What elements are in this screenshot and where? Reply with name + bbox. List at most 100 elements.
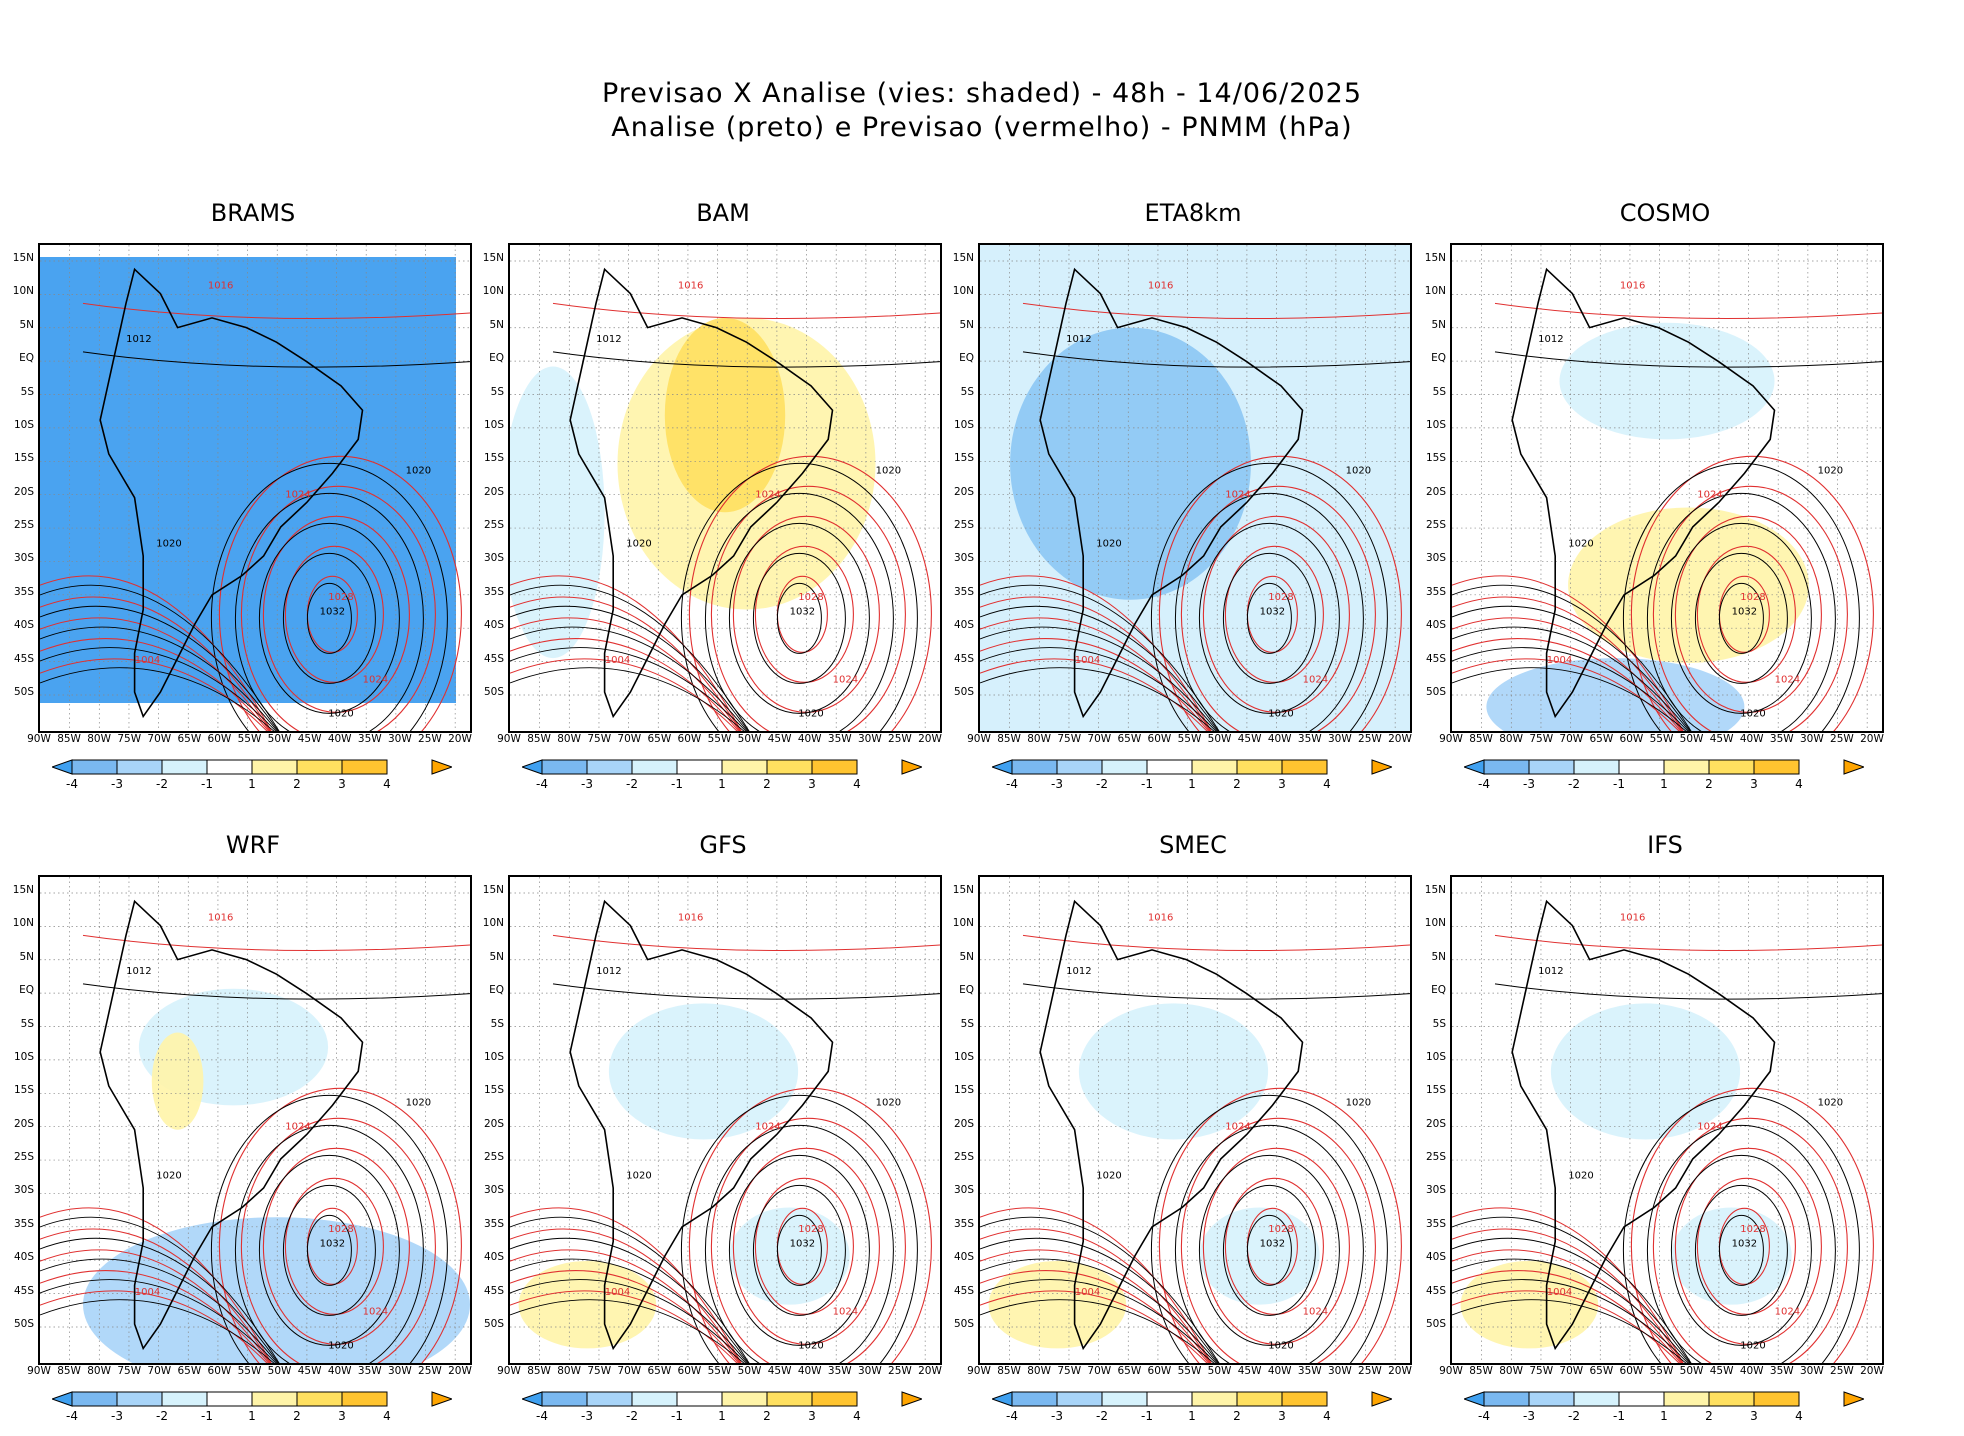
forecast-isobar: [510, 1290, 738, 1363]
map-panel-cosmo: 1016 1012 1024 1032 1028 1020 1024 1020 1004 1020: [1450, 243, 1884, 733]
analysis-isobar: [40, 1279, 277, 1363]
bias-shade: [988, 1260, 1127, 1349]
lon-label: 85W: [527, 733, 551, 745]
lat-label: 50S: [483, 1317, 504, 1330]
forecast-isobar: [1158, 455, 1402, 731]
colorbar-tick: -3: [111, 777, 123, 791]
analysis-isobar: [82, 351, 470, 368]
lat-label: 20S: [1425, 485, 1446, 498]
map-svg-brams: 1016 1012 1024 1032 1028 1020 1024 1020 1004 1020: [40, 245, 470, 731]
colorbar-tick: -3: [581, 1409, 593, 1423]
analysis-isobar: [980, 605, 1219, 731]
forecast-isobar: [218, 1087, 462, 1363]
colorbar-swatch: [1011, 1391, 1058, 1407]
forecast-isobar: [754, 1177, 854, 1315]
analysis-isobar: [510, 605, 749, 731]
colorbar-swatch: [1281, 759, 1328, 775]
lat-label: EQ: [19, 984, 34, 997]
isobar-label: 1020: [1096, 1170, 1121, 1181]
lon-label: 90W: [967, 733, 991, 745]
isobar-label: 1020: [406, 465, 431, 476]
analysis-isobar: [752, 552, 846, 684]
analysis-isobar: [1452, 1216, 1692, 1363]
analysis-isobar: [40, 667, 275, 731]
colorbar-swatch: [1618, 759, 1665, 775]
analysis-isobar: [680, 1094, 918, 1363]
lat-label: 30S: [1425, 552, 1446, 565]
lon-label: 35W: [357, 1365, 382, 1377]
lon-label: 50W: [267, 733, 292, 745]
lon-label: 80W: [87, 733, 111, 745]
forecast-isobar: [262, 1147, 410, 1345]
lon-label: 70W: [147, 733, 172, 745]
colorbar-swatch: [541, 1391, 588, 1407]
lon-label: 25W: [1830, 1365, 1854, 1377]
analysis-isobar: [980, 1279, 1217, 1363]
analysis-isobar: [40, 647, 277, 731]
isobar-label: 1024: [1303, 674, 1328, 685]
forecast-isobar: [980, 638, 1210, 731]
forecast-isobar: [510, 596, 741, 731]
analysis-isobar: [1694, 1184, 1788, 1316]
colorbar-tick: -3: [581, 777, 593, 791]
analysis-isobar: [728, 522, 870, 714]
lon-label: 30W: [1799, 1365, 1824, 1377]
panel-title-ifs: IFS: [1647, 831, 1683, 859]
colorbar-tick: -2: [156, 1409, 168, 1423]
lat-label: 30S: [953, 552, 974, 565]
lon-label: 30W: [387, 733, 412, 745]
colorbar-swatch: [1708, 759, 1755, 775]
lat-label: 45S: [13, 1284, 34, 1297]
lon-label: 20W: [448, 733, 472, 745]
analysis-isobar: [1718, 1214, 1764, 1286]
colorbar-swatch: [1528, 1391, 1575, 1407]
colorbar-tick: 3: [338, 1409, 346, 1423]
forecast-isobar: [40, 1270, 270, 1363]
colorbar-swatch: [296, 1391, 343, 1407]
analysis-isobar: [510, 584, 750, 731]
lon-label: 45W: [767, 1365, 792, 1377]
lat-label: 25S: [1425, 519, 1446, 532]
lat-label: 50S: [1425, 1317, 1446, 1330]
colorbar-swatch: [631, 759, 678, 775]
colorbar-swatch: [1056, 1391, 1103, 1407]
lon-label: 50W: [737, 1365, 762, 1377]
colorbar-swatch: [721, 1391, 768, 1407]
map-panel-gfs: 1016 1012 1024 1032 1028 1020 1024 1020 1004 1020: [508, 875, 942, 1365]
isobar-label: 1020: [626, 538, 651, 549]
forecast-isobar: [688, 1087, 932, 1363]
isobar-label: 1032: [1732, 606, 1757, 617]
forecast-isobar: [1022, 302, 1410, 319]
colorbar-swatch: [1011, 759, 1058, 775]
lat-label: 15S: [953, 452, 974, 465]
isobar-label: 1020: [798, 708, 823, 719]
colorbar-tick: 4: [853, 777, 861, 791]
lon-label: 85W: [1469, 1365, 1493, 1377]
analysis-isobar: [680, 462, 918, 731]
forecast-isobar: [1452, 638, 1682, 731]
analysis-isobar: [1022, 983, 1410, 1000]
colorbar-arrow-left: [990, 1391, 1013, 1407]
analysis-isobar: [552, 983, 940, 1000]
colorbar-swatch: [206, 1391, 253, 1407]
lat-label: 10N: [12, 917, 34, 930]
forecast-isobar: [688, 455, 932, 731]
forecast-isobar: [262, 515, 410, 713]
lon-label: 20W: [1388, 733, 1412, 745]
forecast-isobar: [980, 1270, 1210, 1363]
colorbar-swatch: [1236, 1391, 1283, 1407]
analysis-isobar: [1452, 1258, 1690, 1363]
south-america-coastline: [99, 899, 364, 1351]
colorbar-tick: -4: [536, 777, 548, 791]
lat-label: 20S: [483, 485, 504, 498]
lon-label: 85W: [997, 733, 1021, 745]
colorbar-swatch: [1281, 1391, 1328, 1407]
lon-label: 55W: [1649, 733, 1674, 745]
colorbar-tick: -2: [1568, 777, 1580, 791]
lat-label: 45S: [1425, 1284, 1446, 1297]
colorbar-swatch: [676, 759, 723, 775]
lon-label: 50W: [1207, 733, 1232, 745]
lat-label: EQ: [959, 352, 974, 365]
colorbar-arrow-right: [1371, 1391, 1394, 1407]
lon-label: 40W: [1739, 1365, 1764, 1377]
